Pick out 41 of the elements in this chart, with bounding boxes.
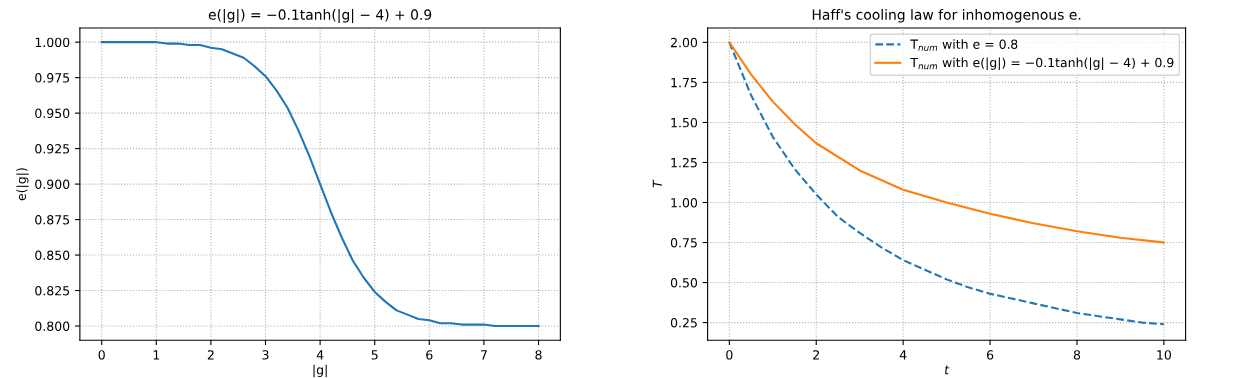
y-tick-label: 0.925 — [35, 144, 70, 154]
y-tick-label: 0.800 — [35, 321, 70, 331]
legend-label: T$_{num}$ with e(|g|) = −0.1tanh(|g| − 4) + 0.9 — [910, 57, 1174, 71]
x-tick-label: 2 — [207, 350, 214, 360]
y-tick-label: 1.25 — [671, 157, 697, 168]
x-tick-label: 7 — [480, 350, 487, 360]
legend-label: T$_{num}$ with e = 0.8 — [910, 39, 1018, 51]
y-tick-label: 0.825 — [35, 286, 70, 296]
chart-title: e(|g|) = −0.1tanh(|g| − 4) + 0.9 — [208, 9, 432, 23]
y-tick-label: 0.50 — [670, 278, 698, 288]
y-tick-label: 0.900 — [35, 179, 70, 190]
y-tick-label: 0.25 — [670, 318, 697, 328]
x-tick-label: 5 — [371, 350, 378, 360]
x-axis-title: |g| — [313, 364, 327, 378]
x-axis-title: t — [944, 365, 950, 375]
y-tick-label: 0.875 — [35, 215, 70, 225]
y-tick-label: 2.00 — [670, 37, 698, 48]
chart-title: Haff's cooling law for inhomogenous e. — [812, 9, 1081, 23]
x-tick-label: 8 — [1073, 350, 1081, 360]
y-axis-title: T — [652, 179, 662, 188]
y-axis-title: e(|g|) — [16, 168, 29, 201]
x-tick-label: 1 — [153, 350, 160, 360]
x-tick-label: 3 — [262, 350, 269, 360]
x-tick-label: 4 — [316, 350, 324, 360]
y-tick-label: 1.75 — [671, 78, 697, 88]
x-tick-label: 6 — [986, 350, 994, 360]
x-tick-label: 0 — [98, 350, 105, 360]
line-series — [100, 41, 540, 328]
y-tick-label: 1.00 — [671, 197, 698, 208]
x-tick-label: 6 — [426, 350, 433, 360]
x-tick-label: 2 — [813, 350, 819, 360]
y-tick-label: 1.000 — [35, 37, 70, 48]
y-tick-label: 1.50 — [671, 117, 698, 128]
y-tick-label: 0.950 — [35, 108, 70, 119]
x-tick-label: 4 — [899, 350, 907, 360]
x-tick-label: 8 — [535, 350, 542, 360]
y-tick-label: 0.75 — [670, 238, 697, 248]
y-tick-label: 0.975 — [35, 73, 70, 83]
x-tick-label: 10 — [1157, 350, 1171, 360]
x-tick-label: 0 — [726, 350, 733, 360]
y-tick-label: 0.850 — [35, 250, 70, 260]
